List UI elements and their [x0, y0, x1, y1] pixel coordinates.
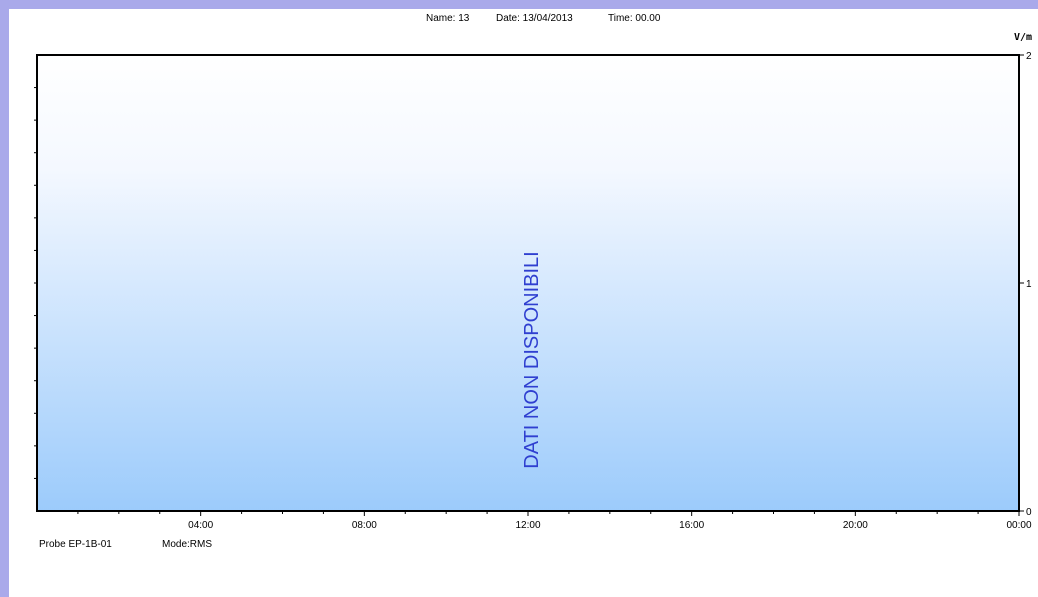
- x-tick-label: 00:00: [1006, 520, 1031, 531]
- no-data-annotation: DATI NON DISPONIBILI: [521, 251, 543, 468]
- mode-label: Mode:RMS: [162, 539, 212, 550]
- y-tick-label: 0: [1026, 507, 1032, 518]
- header-name: Name: 13: [426, 13, 470, 24]
- y-tick-label: 2: [1026, 51, 1032, 62]
- y-axis: 2 1 0: [1019, 51, 1032, 518]
- x-tick-label: 20:00: [843, 520, 868, 531]
- x-tick-label: 08:00: [352, 520, 377, 531]
- left-axis-minor-ticks: [34, 87, 37, 479]
- probe-label: Probe EP-1B-01: [39, 539, 112, 550]
- y-tick-label: 1: [1026, 279, 1032, 290]
- x-tick-label: 12:00: [515, 520, 540, 531]
- header-date: Date: 13/04/2013: [496, 13, 573, 24]
- x-tick-label: 04:00: [188, 520, 213, 531]
- x-axis: 04:00 08:00 12:00 16:00 20:00 00:00: [77, 511, 1032, 531]
- y-axis-unit-label: V/m: [1014, 32, 1032, 43]
- header-time: Time: 00.00: [608, 13, 661, 24]
- x-tick-label: 16:00: [679, 520, 704, 531]
- plot-area: [36, 54, 1020, 512]
